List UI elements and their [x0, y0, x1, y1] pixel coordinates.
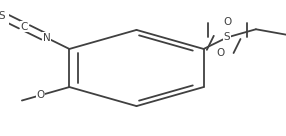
Text: S: S	[224, 32, 231, 42]
Text: O: O	[223, 17, 231, 27]
Text: O: O	[216, 48, 224, 58]
Text: C: C	[21, 22, 28, 32]
Text: N: N	[43, 33, 51, 43]
Text: S: S	[0, 11, 5, 21]
Text: O: O	[37, 90, 45, 100]
